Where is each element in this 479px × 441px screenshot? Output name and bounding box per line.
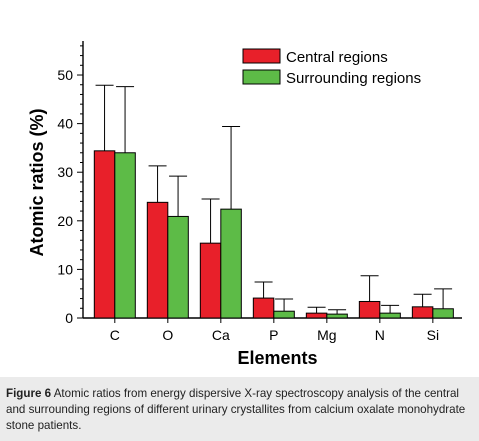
- bar-central-c: [93, 150, 116, 319]
- y-tick-label: 20: [57, 213, 73, 229]
- legend-label-central: Central regions: [286, 49, 388, 66]
- bar-chart: 0 10 20 30 40 50 Atomic ratios (%) Elements C O Ca…: [27, 41, 462, 368]
- bar-surrounding-si: [432, 308, 454, 319]
- x-tick-label-p: P: [269, 327, 278, 343]
- bar-central-si: [411, 306, 434, 319]
- y-axis-label: Atomic ratios (%): [27, 108, 47, 256]
- x-tick-label-ca: Ca: [212, 327, 230, 343]
- bar-surrounding-mg: [326, 313, 348, 319]
- caption-label: Figure 6: [6, 387, 52, 400]
- bar-surrounding-p: [273, 310, 295, 319]
- bar-surrounding-o: [167, 215, 189, 319]
- bar-central-p: [252, 297, 275, 319]
- y-tick-label: 10: [57, 261, 73, 277]
- legend-swatch-central: [242, 48, 281, 64]
- x-tick-label-n: N: [375, 327, 385, 343]
- caption-text: Atomic ratios from energy dispersive X-r…: [6, 387, 466, 432]
- bar-central-ca: [199, 242, 222, 319]
- y-tick-label: 50: [57, 67, 73, 83]
- bar-surrounding-n: [379, 312, 401, 319]
- y-tick-label: 40: [57, 116, 73, 132]
- y-tick-label: 0: [65, 310, 73, 326]
- bar-central-o: [146, 201, 169, 319]
- x-tick-label-mg: Mg: [317, 327, 336, 343]
- x-tick-label-si: Si: [427, 327, 439, 343]
- legend-label-surrounding: Surrounding regions: [286, 70, 421, 87]
- x-tick-label-o: O: [162, 327, 173, 343]
- x-axis-label: Elements: [237, 348, 317, 368]
- figure-caption: Figure 6 Atomic ratios from energy dispe…: [0, 377, 479, 441]
- plot-area: 0 10 20 30 40 50 Atomic ratios (%) Elements C O Ca…: [27, 41, 462, 368]
- x-tick-label-c: C: [110, 327, 120, 343]
- legend-swatch-surrounding: [242, 69, 281, 85]
- bar-surrounding-c: [114, 152, 136, 319]
- bar-surrounding-ca: [220, 208, 242, 319]
- bar-central-mg: [305, 312, 328, 319]
- bar-central-n: [358, 300, 381, 319]
- y-tick-label: 30: [57, 164, 73, 180]
